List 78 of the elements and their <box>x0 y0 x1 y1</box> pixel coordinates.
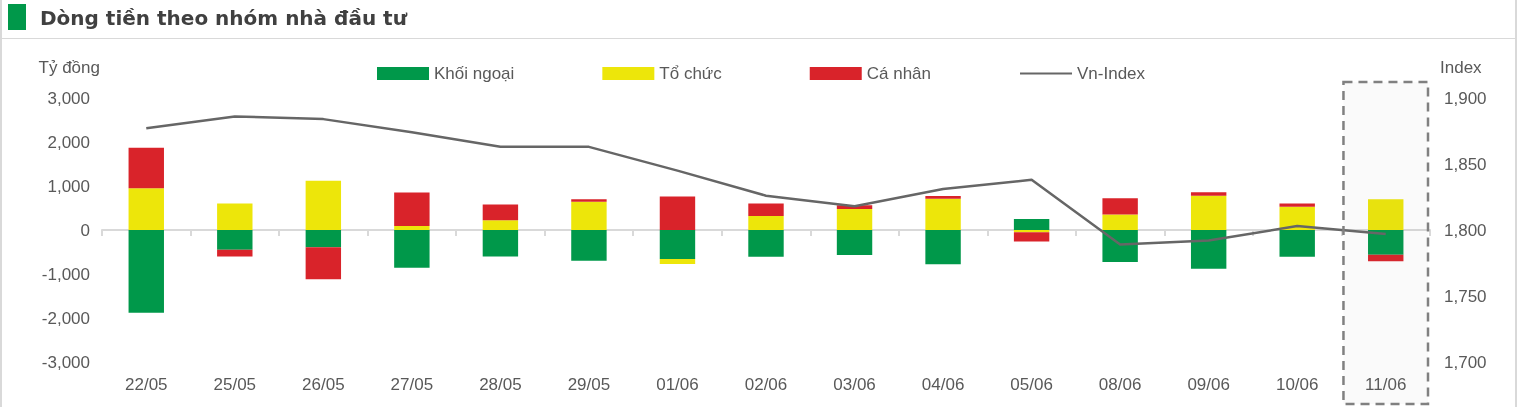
y-tick-label: 3,000 <box>47 88 90 108</box>
legend-label: Cá nhân <box>866 64 932 83</box>
bar <box>571 199 607 202</box>
x-tick-label: 11/06 <box>1365 375 1407 394</box>
bar <box>217 203 253 230</box>
bar <box>571 230 607 261</box>
y2-tick-label: 1,800 <box>1444 220 1487 240</box>
x-tick-label: 09/06 <box>1187 375 1230 394</box>
legend-label: Khối ngoại <box>434 64 515 83</box>
y-tick-label: -3,000 <box>41 352 90 372</box>
x-tick-label: 03/06 <box>833 375 876 394</box>
y2-tick-label: 1,900 <box>1444 88 1487 108</box>
bar <box>394 230 430 268</box>
bar <box>1368 230 1404 255</box>
bar <box>836 230 873 256</box>
bar <box>1279 230 1315 257</box>
line-series <box>145 115 1387 246</box>
x-tick-label: 28/05 <box>479 375 522 394</box>
x-tick-label: 04/06 <box>921 375 965 394</box>
x-tick-label: 02/06 <box>744 375 788 394</box>
y2-tick-label: 1,750 <box>1444 286 1487 306</box>
bar <box>571 201 607 230</box>
bar <box>659 196 696 230</box>
bar <box>659 230 696 260</box>
x-tick-label: 08/06 <box>1098 375 1142 394</box>
x-tick-label: 10/06 <box>1275 375 1319 394</box>
bar <box>925 198 961 230</box>
bar <box>1190 230 1227 269</box>
x-tick-label: 01/06 <box>656 375 699 394</box>
bar <box>128 188 164 230</box>
bar <box>748 230 784 257</box>
chart-title: Dòng tiền theo nhóm nhà đầu tư <box>40 6 407 30</box>
bar <box>1102 198 1138 215</box>
x-tick-label: 26/05 <box>302 375 345 394</box>
bar <box>394 192 430 227</box>
bar <box>1368 254 1404 262</box>
bar <box>1279 203 1315 207</box>
y-axis-title: Tỷ đồng <box>38 58 100 77</box>
bar <box>1102 230 1138 263</box>
bar <box>305 247 342 280</box>
y-tick-label: -2,000 <box>41 308 90 328</box>
bar <box>925 230 961 265</box>
bar <box>128 147 164 189</box>
bar <box>1190 192 1227 196</box>
bar <box>305 230 342 248</box>
y-tick-label: 2,000 <box>47 132 90 152</box>
bar <box>217 230 253 250</box>
bar <box>925 196 961 199</box>
bar <box>1013 219 1050 230</box>
bar <box>748 203 784 216</box>
y2-tick-label: 1,850 <box>1444 154 1487 174</box>
bar <box>748 215 784 230</box>
bar <box>1013 230 1050 233</box>
bar <box>482 204 519 221</box>
y-tick-label: -1,000 <box>41 264 90 284</box>
bar <box>128 230 164 313</box>
x-tick-label: 05/06 <box>1010 375 1053 394</box>
bar <box>836 208 873 230</box>
bar <box>1368 199 1404 230</box>
bar <box>1013 232 1050 242</box>
bar <box>482 230 519 257</box>
legend-label: Tổ chức <box>659 64 723 83</box>
bar <box>1190 195 1227 230</box>
y2-tick-label: 1,700 <box>1444 352 1487 372</box>
y-tick-label: 1,000 <box>47 176 90 196</box>
bar <box>482 220 519 230</box>
y2-axis-title: Index <box>1440 58 1483 77</box>
legend-label: Vn-Index <box>1077 64 1146 83</box>
bar <box>394 226 430 230</box>
x-tick-label: 25/05 <box>213 375 257 394</box>
x-tick-label: 27/05 <box>390 375 434 394</box>
y-tick-label: 0 <box>80 220 90 240</box>
x-tick-label: 29/05 <box>567 375 611 394</box>
bar <box>217 249 253 257</box>
bar <box>1102 214 1138 230</box>
bar <box>305 180 342 230</box>
x-tick-label: 22/05 <box>124 375 168 394</box>
bar <box>659 259 696 264</box>
